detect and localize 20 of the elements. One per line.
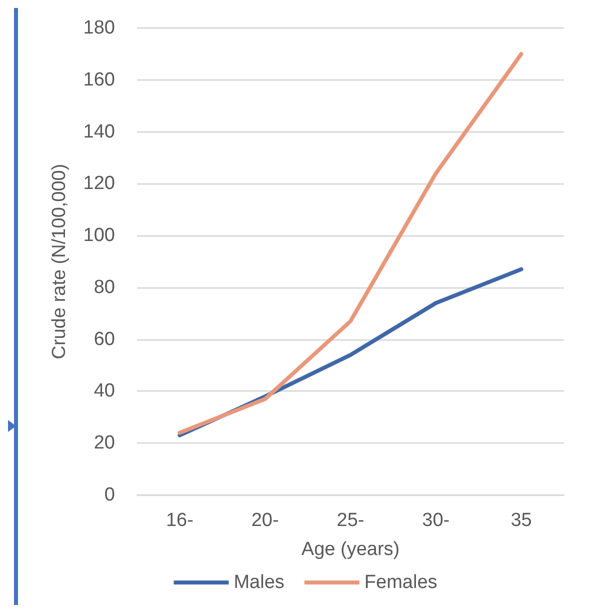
y-tick-label: 100: [83, 225, 115, 246]
y-axis-title: Crude rate (N/100,000): [49, 164, 70, 360]
y-tick-label: 0: [104, 484, 115, 506]
y-tick-label: 120: [83, 173, 115, 194]
y-tick-label: 180: [83, 18, 115, 38]
y-tick-label: 140: [83, 121, 115, 142]
line-series: [178, 52, 524, 435]
x-tick-label: 25-: [336, 510, 364, 531]
x-tick-label: 30-: [422, 510, 450, 531]
y-tick-label: 60: [94, 328, 115, 350]
y-tick-label: 160: [83, 69, 115, 90]
x-tick-label: 20-: [251, 510, 279, 531]
legend-label: Females: [364, 572, 438, 593]
y-tick-label: 40: [94, 380, 115, 402]
legend-label: Males: [234, 572, 284, 593]
y-tick-label: 20: [94, 432, 115, 454]
x-tick-label: 35: [510, 510, 532, 531]
x-axis-title: Age (years): [301, 539, 400, 560]
y-tick-label: 80: [94, 276, 115, 298]
x-tick-label: 16-: [166, 510, 194, 531]
